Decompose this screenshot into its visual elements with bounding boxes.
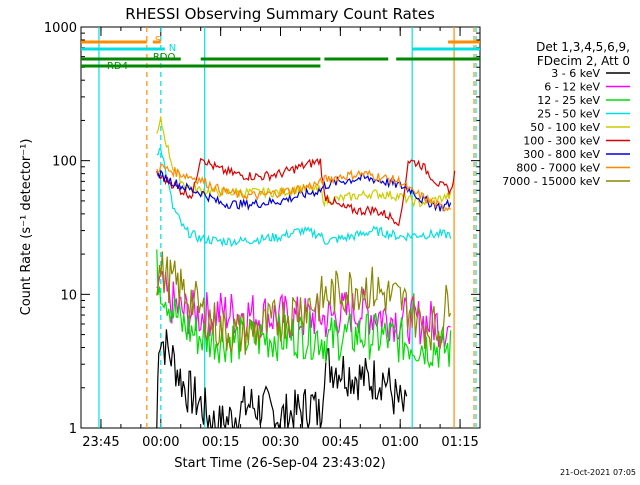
x-tick-label: 23:45 — [82, 435, 119, 450]
legend-entry-label: 3 - 6 keV — [551, 67, 600, 80]
timestamp: 21-Oct-2021 07:05 — [560, 468, 636, 477]
x-tick-label: 00:45 — [322, 435, 359, 450]
series-line — [156, 251, 452, 355]
legend: Det 1,3,4,5,6,9,FDecim 2, Att 03 - 6 keV… — [502, 40, 630, 188]
y-tick-label: 100 — [52, 155, 77, 170]
x-tick-label: 00:00 — [142, 435, 179, 450]
series-line — [156, 329, 408, 428]
x-tick-label: 00:30 — [262, 435, 299, 450]
y-axis-label: Count Rate (s⁻¹ detector⁻¹) — [19, 139, 34, 316]
x-tick-label: 01:00 — [381, 435, 418, 450]
legend-entry-label: 12 - 25 keV — [537, 94, 600, 107]
legend-header: FDecim 2, Att 0 — [537, 54, 630, 68]
series-line — [156, 157, 456, 227]
y-tick-label: 1 — [69, 422, 77, 437]
chart-plot-area: 1 10 100 1000 23:45 00:00 00:15 00:30 00:45 01:00… — [44, 21, 481, 450]
series-line — [156, 147, 452, 248]
legend-entry-label: 300 - 800 keV — [523, 148, 600, 161]
series-line — [156, 169, 452, 212]
legend-entry-label: 6 - 12 keV — [544, 81, 600, 94]
series-line — [156, 163, 452, 212]
x-tick-label: 01:15 — [441, 435, 478, 450]
legend-entry-label: 7000 - 15000 keV — [502, 175, 600, 188]
x-axis-label: Start Time (26-Sep-04 23:43:02) — [174, 456, 385, 471]
marker-label: S — [155, 35, 161, 46]
legend-header: Det 1,3,4,5,6,9, — [536, 40, 630, 54]
y-tick-label: 10 — [60, 288, 77, 303]
x-tick-label: 00:15 — [202, 435, 239, 450]
marker-label: RD4 — [107, 61, 128, 72]
legend-entry-label: 800 - 7000 keV — [516, 162, 600, 175]
marker-label: RDO — [153, 52, 176, 63]
legend-entry-label: 50 - 100 keV — [530, 121, 600, 134]
marker-label: N — [169, 43, 176, 54]
chart-title: RHESSI Observing Summary Count Rates — [125, 5, 435, 23]
series-group — [81, 27, 480, 428]
legend-entry-label: 25 - 50 keV — [537, 108, 600, 121]
y-tick-label: 1000 — [44, 21, 77, 36]
legend-entry-label: 100 - 300 keV — [523, 135, 600, 148]
